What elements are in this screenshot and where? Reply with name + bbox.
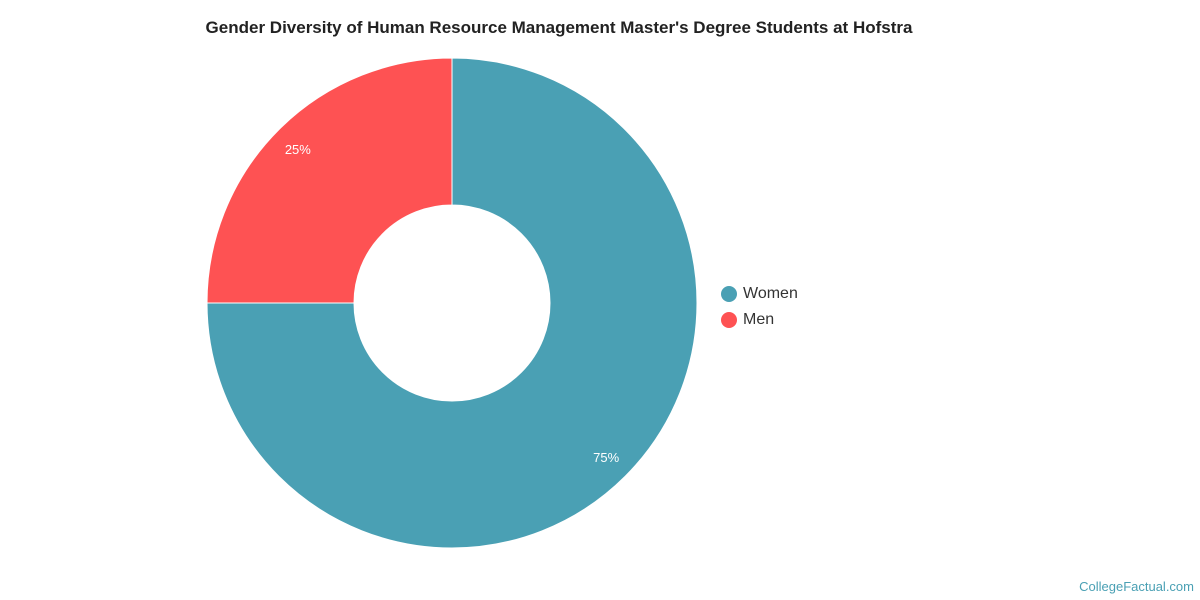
legend-swatch-women [721,286,737,302]
slice-label: 25% [285,142,311,157]
legend-swatch-men [721,312,737,328]
legend-label: Women [743,285,798,302]
legend-label: Men [743,311,775,328]
slice-women[interactable] [206,57,698,549]
legend: Women Men [721,281,798,333]
chart-title: Gender Diversity of Human Resource Manag… [205,18,913,37]
slice-men[interactable] [206,57,453,304]
legend-item-men[interactable]: Men [721,307,798,333]
legend-item-women[interactable]: Women [721,281,798,307]
credit-link[interactable]: CollegeFactual.com [1079,579,1194,594]
slice-label: 75% [593,450,619,465]
